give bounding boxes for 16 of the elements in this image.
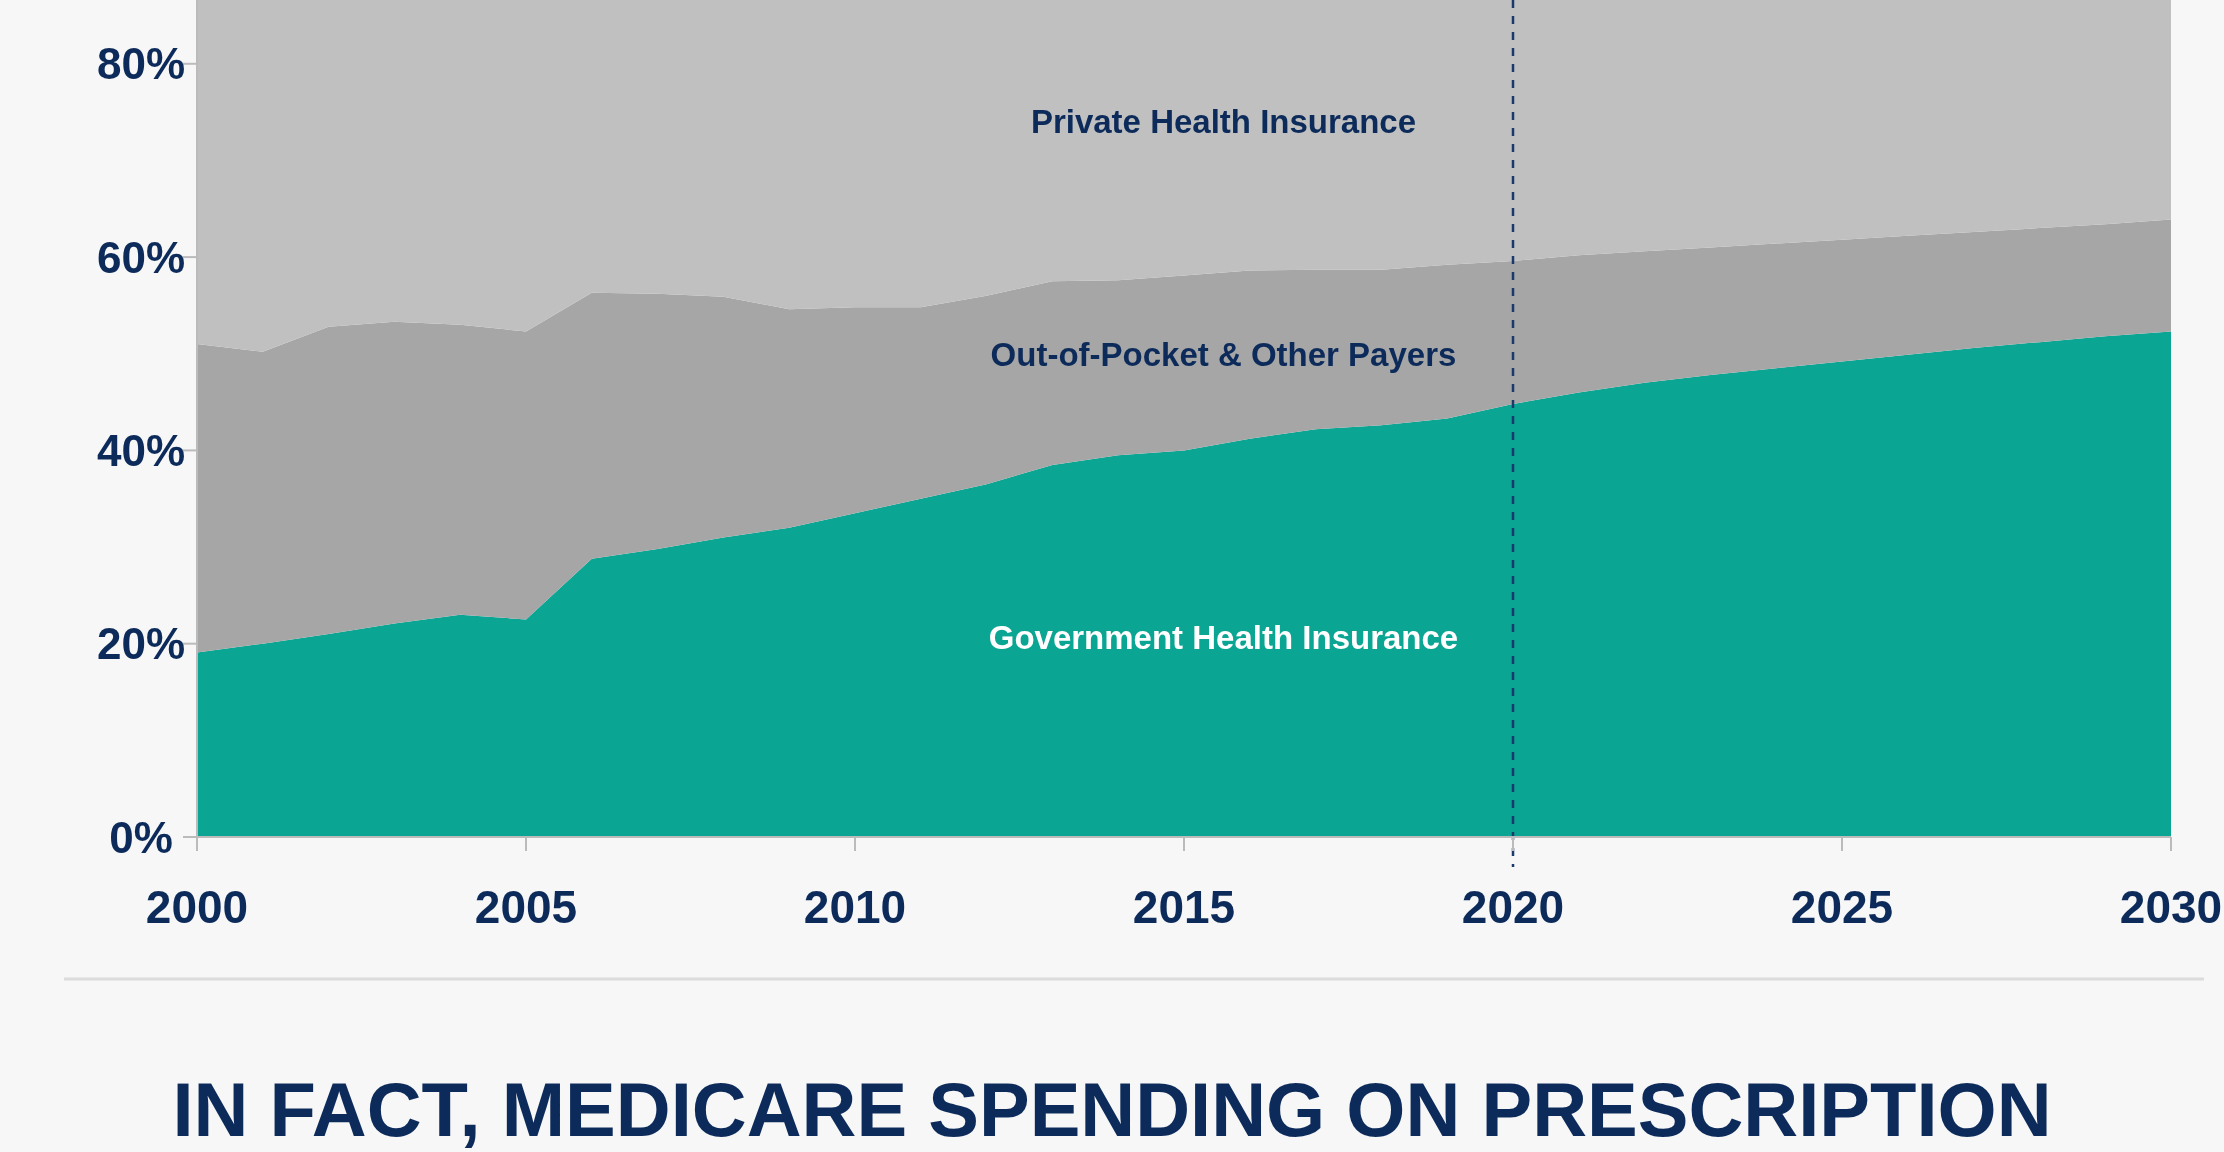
x-tick-label: 2000 — [145, 881, 249, 933]
x-tick-label: 2005 — [474, 881, 578, 933]
x-tick-label: 2020 — [1461, 881, 1565, 933]
y-tick-label: 60% — [96, 232, 186, 282]
text: IN FACT, MEDICARE SPENDING ON PRESCRIPTION — [172, 1067, 2052, 1152]
y-tick-label: 80% — [96, 39, 186, 89]
series-label: Out-of-Pocket & Other Payers — [990, 336, 1457, 374]
x-tick-label: 2030 — [2119, 881, 2223, 933]
y-tick-label: 0% — [109, 812, 173, 862]
series-label: Private Health Insurance — [1030, 103, 1417, 141]
y-tick-label: 40% — [96, 425, 186, 475]
series-label: Government Health Insurance — [988, 619, 1459, 657]
x-tick-label: 2010 — [803, 881, 907, 933]
x-tick-label: 2015 — [1132, 881, 1236, 933]
x-tick-label: 2025 — [1790, 881, 1894, 933]
y-tick-label: 20% — [96, 619, 186, 669]
